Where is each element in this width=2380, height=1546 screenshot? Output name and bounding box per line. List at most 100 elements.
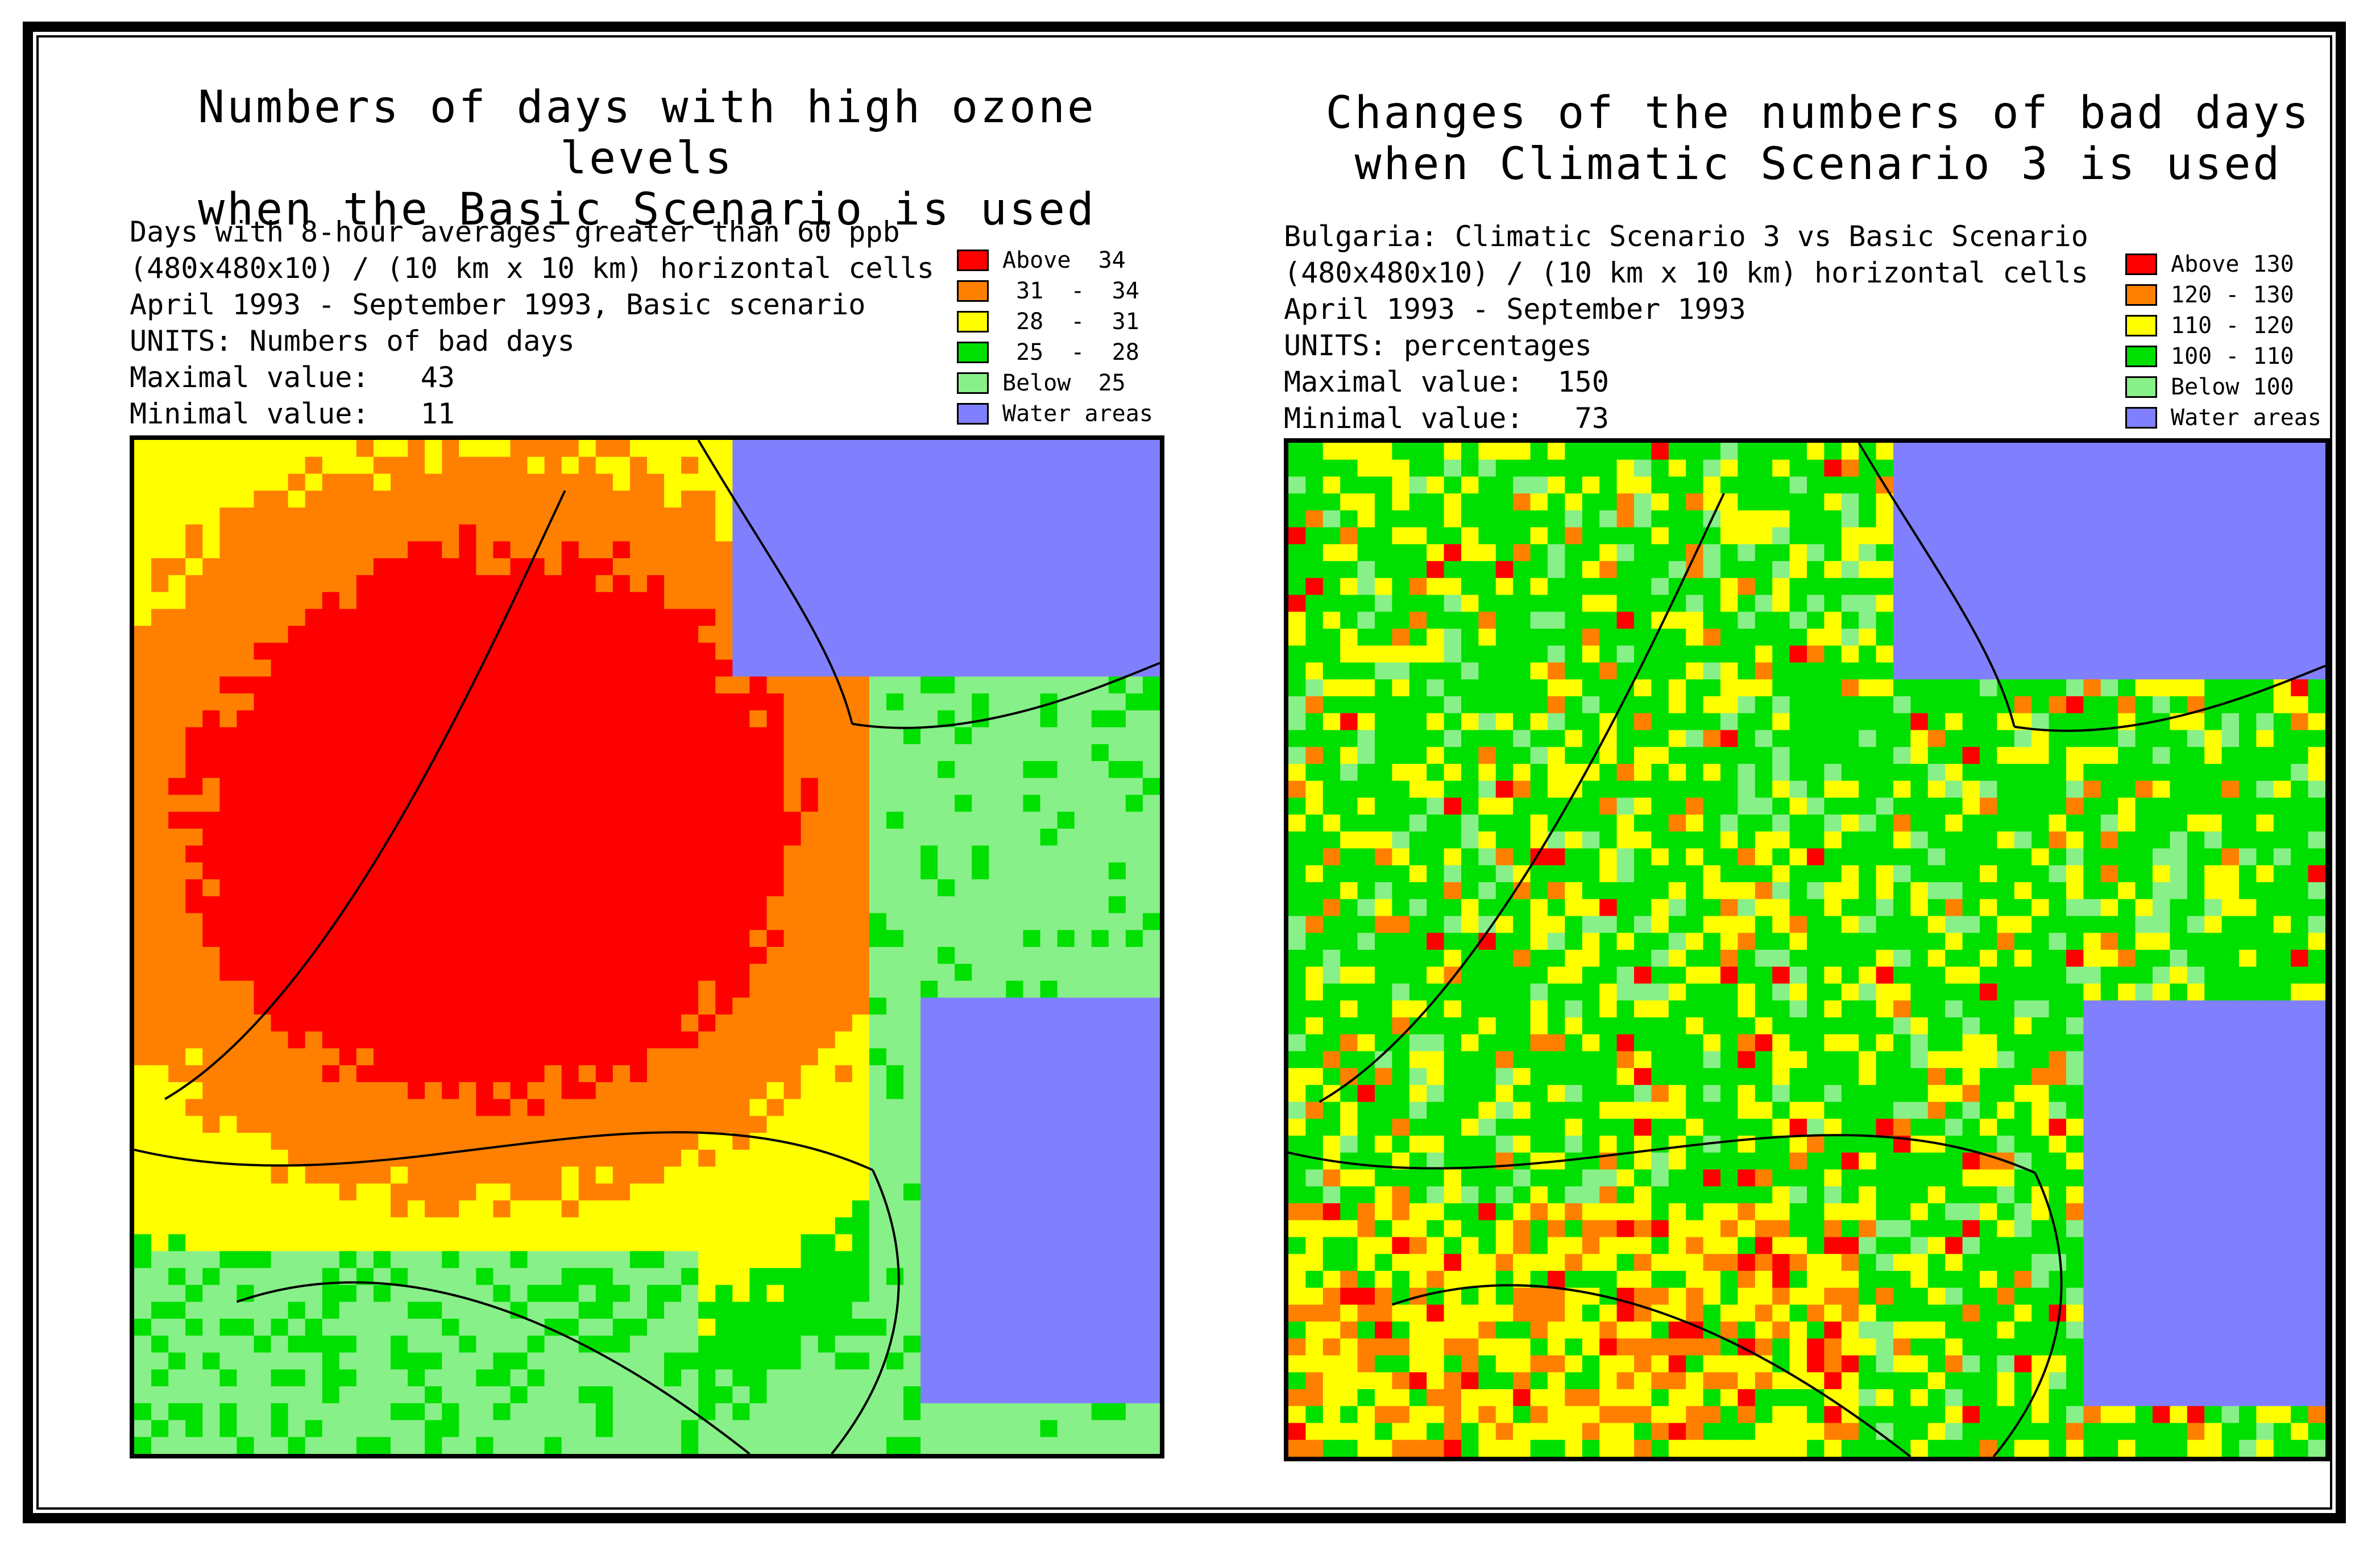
map-cell	[1357, 595, 1375, 612]
map-cell	[852, 1116, 870, 1133]
map-cell	[612, 626, 631, 643]
map-cell	[783, 491, 802, 508]
map-cell	[2239, 443, 2257, 460]
map-cell	[1074, 1217, 1092, 1235]
map-cell	[1040, 1285, 1058, 1302]
map-cell	[1375, 544, 1392, 562]
map-cell	[818, 626, 836, 643]
map-cell	[408, 1302, 425, 1319]
map-cell	[544, 626, 562, 643]
map-cell	[869, 1031, 887, 1049]
map-cell	[1357, 476, 1375, 494]
legend-swatch	[957, 403, 989, 425]
map-cell	[1057, 642, 1075, 660]
map-cell	[527, 795, 545, 812]
map-cell	[698, 778, 716, 795]
map-cell	[955, 1149, 972, 1167]
map-cell	[1023, 862, 1041, 880]
map-cell	[2204, 577, 2223, 596]
map-cell	[134, 862, 152, 880]
map-cell	[425, 845, 442, 863]
map-cell	[442, 1267, 459, 1286]
map-cell	[886, 1099, 904, 1116]
map-cell	[271, 1302, 289, 1319]
map-cell	[818, 1352, 836, 1370]
map-cell	[698, 659, 716, 677]
map-cell	[305, 845, 323, 863]
map-cell	[698, 1352, 716, 1370]
map-cell	[578, 710, 596, 728]
map-cell	[2291, 577, 2309, 596]
map-cell	[202, 575, 220, 593]
map-cell	[493, 1319, 511, 1336]
map-cell	[1040, 795, 1058, 812]
map-cell	[510, 1065, 528, 1083]
map-cell	[766, 1369, 785, 1387]
map-cell	[425, 1369, 442, 1387]
map-cell	[1023, 507, 1041, 525]
map-cell	[2187, 476, 2205, 494]
map-cell	[595, 980, 613, 998]
map-cell	[1565, 595, 1583, 612]
map-cell	[1057, 1302, 1075, 1319]
map-cell	[852, 795, 870, 812]
map-cell	[2066, 476, 2084, 494]
map-cell	[869, 1116, 887, 1133]
map-cell	[476, 879, 494, 897]
map-cell	[459, 1302, 476, 1319]
boundary-line	[164, 490, 566, 1100]
map-cell	[612, 1166, 631, 1184]
legend-swatch	[957, 372, 989, 394]
map-cell	[1375, 814, 1392, 832]
map-cell	[288, 879, 306, 897]
map-cell	[442, 879, 459, 897]
map-cell	[921, 812, 938, 829]
map-cell	[1409, 629, 1427, 646]
map-cell	[852, 727, 870, 745]
map-cell	[783, 1116, 802, 1133]
map-cell	[322, 1183, 340, 1201]
map-cell	[1461, 544, 1479, 562]
map-cell	[322, 659, 340, 677]
map-cell	[1057, 1386, 1075, 1404]
map-cell	[1074, 1183, 1092, 1201]
map-cell	[938, 1420, 955, 1437]
map-cell	[1357, 561, 1375, 579]
map-cell	[1142, 710, 1160, 728]
map-cell	[1142, 1352, 1160, 1370]
map-cell	[305, 998, 323, 1015]
map-cell	[219, 473, 237, 491]
map-cell	[1108, 1048, 1126, 1066]
map-cell	[151, 845, 169, 863]
map-cell	[1108, 1183, 1126, 1201]
map-cell	[903, 626, 921, 643]
map-cell	[664, 1335, 682, 1353]
map-cell	[1910, 763, 1929, 782]
map-cell	[955, 575, 972, 593]
map-cell	[391, 980, 408, 998]
map-cell	[561, 1133, 579, 1150]
map-cell	[612, 980, 631, 998]
map-cell	[664, 491, 682, 508]
map-cell	[1755, 679, 1773, 697]
map-cell	[732, 524, 750, 542]
map-cell	[629, 1082, 648, 1100]
map-cell	[989, 676, 1006, 694]
map-cell	[664, 1082, 682, 1100]
map-cell	[2291, 780, 2309, 798]
map-cell	[1513, 595, 1531, 612]
map-cell	[185, 727, 203, 745]
map-cell	[921, 626, 938, 643]
map-cell	[681, 896, 699, 914]
map-cell	[2049, 780, 2067, 798]
map-cell	[271, 592, 289, 609]
map-cell	[972, 507, 989, 525]
map-cell	[766, 1200, 785, 1218]
map-cell	[938, 913, 955, 930]
map-cell	[1057, 896, 1075, 914]
map-cell	[442, 760, 459, 779]
map-cell	[989, 626, 1006, 643]
map-cell	[271, 524, 289, 542]
map-cell	[151, 812, 169, 829]
map-cell	[510, 812, 528, 829]
